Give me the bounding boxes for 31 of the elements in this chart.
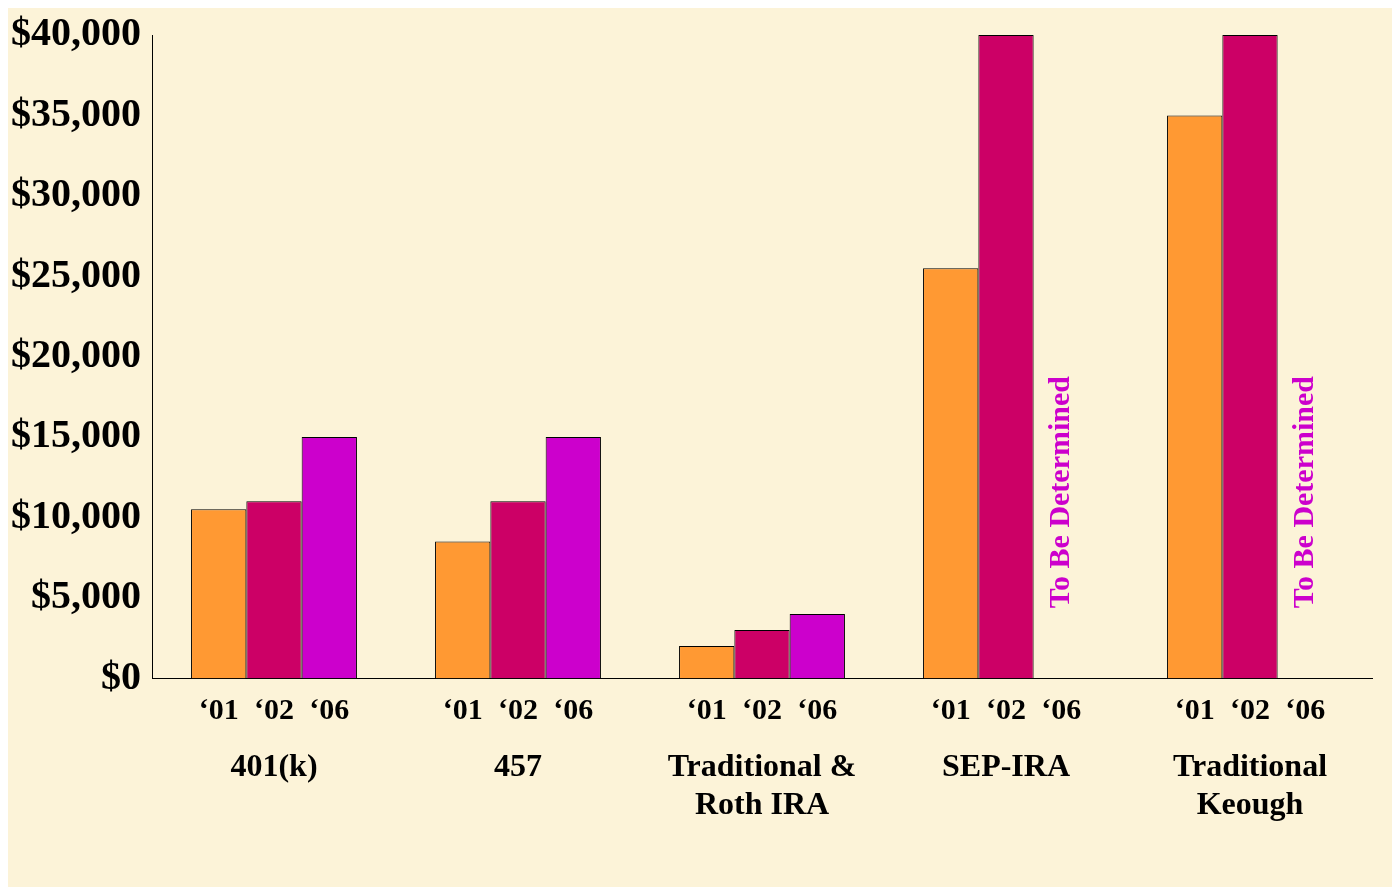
text: ‘01 xyxy=(930,691,971,725)
x-tick-label: 457 xyxy=(494,746,542,783)
text: ‘01 xyxy=(442,691,483,725)
text: ‘06 xyxy=(797,691,838,725)
text: ‘06 xyxy=(1041,691,1082,725)
text: ‘06 xyxy=(1285,691,1326,725)
text: ‘02 xyxy=(742,691,782,725)
y-tick-label: $0 xyxy=(101,652,141,698)
y-tick-label: $25,000 xyxy=(11,250,141,296)
x-tick-label: Traditional Keough xyxy=(1172,746,1328,822)
text: ‘02 xyxy=(1230,691,1270,725)
y-tick-label: $40,000 xyxy=(11,9,141,55)
text: ‘01 xyxy=(686,691,727,725)
x-tick-label: SEP-IRA xyxy=(941,746,1071,783)
y-tick-label: $5,000 xyxy=(31,572,141,618)
text: ‘02 xyxy=(986,691,1026,725)
y-tick-label: $10,000 xyxy=(11,491,141,537)
annotation: To Be Determined xyxy=(1286,375,1320,609)
x-tick-label: Traditional & Roth IRA xyxy=(667,746,857,822)
y-tick-label: $35,000 xyxy=(11,89,141,135)
x-tick-label: 401(k) xyxy=(230,746,318,783)
text: ‘02 xyxy=(498,691,538,725)
y-tick-label: $15,000 xyxy=(11,411,141,457)
series-label: ‘01 xyxy=(198,691,239,725)
text: ‘01 xyxy=(1174,691,1215,725)
series-label: ‘02 xyxy=(254,691,294,725)
annotation: To Be Determined xyxy=(1042,375,1076,609)
series-label: ‘06 xyxy=(309,691,350,725)
y-tick-label: $30,000 xyxy=(11,170,141,216)
text: ‘06 xyxy=(553,691,594,725)
y-tick-label: $20,000 xyxy=(11,330,141,376)
